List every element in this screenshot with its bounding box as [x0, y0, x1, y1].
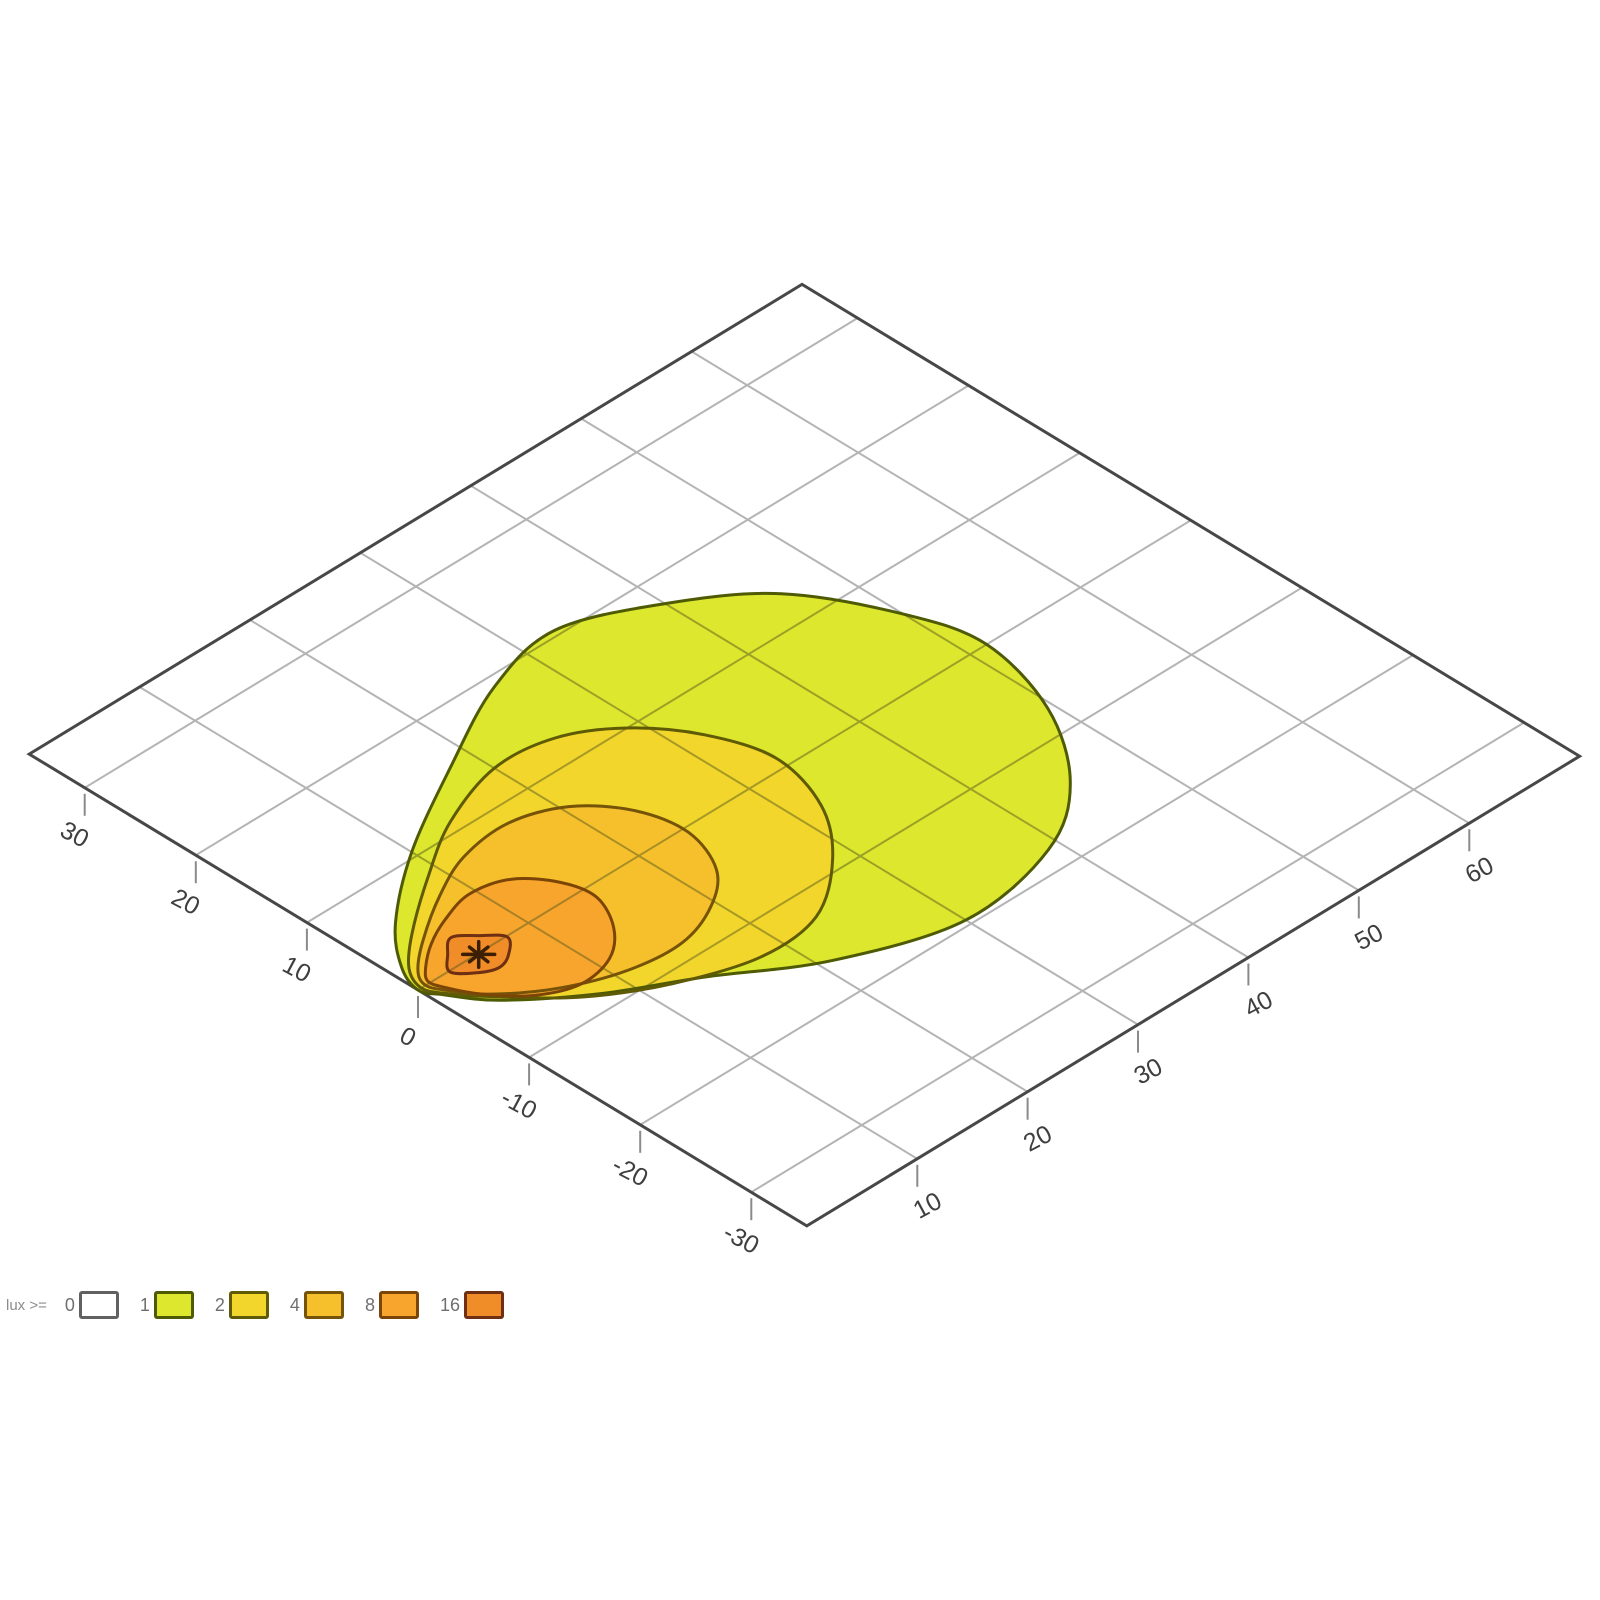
legend-item-16: 16 — [440, 1291, 504, 1319]
legend-title: lux >= — [6, 1296, 47, 1314]
left-axis-label-20: 20 — [167, 883, 205, 921]
legend-value: 2 — [214, 1294, 225, 1315]
left-axis-label--30: -30 — [719, 1218, 764, 1260]
left-axis-label--10: -10 — [496, 1083, 541, 1125]
left-axis-label-30: 30 — [56, 816, 94, 854]
plot-border — [26, 282, 1583, 1228]
grid-over-v10 — [395, 593, 1071, 924]
legend-value: 8 — [364, 1294, 375, 1315]
legend-value: 0 — [64, 1294, 75, 1315]
grid-over-u10 — [395, 686, 918, 1001]
legend-item-8: 8 — [365, 1291, 419, 1319]
right-axis-label-10: 10 — [909, 1187, 947, 1225]
right-axis-label-50: 50 — [1350, 918, 1388, 956]
left-axis-label-0: 0 — [395, 1021, 420, 1052]
grid-over-fill — [395, 593, 1071, 1001]
legend-swatch — [78, 1291, 119, 1319]
legend-item-2: 2 — [215, 1291, 269, 1319]
right-axis-label-60: 60 — [1461, 851, 1499, 889]
legend-item-1: 1 — [140, 1291, 194, 1319]
legend-swatch — [228, 1291, 269, 1319]
legend-value: 1 — [139, 1294, 150, 1315]
right-axis-label-40: 40 — [1240, 986, 1278, 1024]
grid-over-u50 — [580, 593, 1071, 892]
contour-line-2lux — [406, 726, 835, 1000]
left-axis-label-10: 10 — [278, 951, 316, 989]
right-axis-label-30: 30 — [1129, 1053, 1167, 1091]
hotspot-marker — [460, 939, 497, 969]
contour-line-8lux — [423, 876, 617, 998]
legend-value: 4 — [289, 1294, 300, 1315]
left-axis-label--20: -20 — [607, 1151, 652, 1193]
right-axis-label-20: 20 — [1019, 1120, 1057, 1158]
grid-line-v-30 — [750, 721, 1525, 1194]
grid-over-u40 — [470, 593, 1071, 959]
legend-items: 0 1 2 4 8 16 — [65, 1291, 525, 1319]
legend-item-4: 4 — [290, 1291, 344, 1319]
grid-line-v30 — [84, 317, 859, 789]
legend: lux >= 0 1 2 4 8 16 — [6, 1291, 525, 1319]
legend-item-0: 0 — [65, 1291, 119, 1319]
legend-value: 16 — [439, 1294, 460, 1315]
contour-line-4lux — [416, 804, 720, 996]
legend-swatch — [378, 1291, 419, 1319]
grid-over-v-10 — [528, 593, 1071, 1001]
grid-line-v-20 — [639, 654, 1414, 1126]
contour-line-1lux — [393, 591, 1072, 1002]
hotspot-ray-135 — [467, 945, 490, 964]
contour-line-16lux — [445, 933, 512, 976]
legend-swatch — [153, 1291, 194, 1319]
grid-over-u20 — [395, 619, 1029, 1001]
grid-line-u60 — [691, 350, 1470, 825]
legend-swatch — [303, 1291, 344, 1319]
legend-swatch — [463, 1291, 504, 1319]
